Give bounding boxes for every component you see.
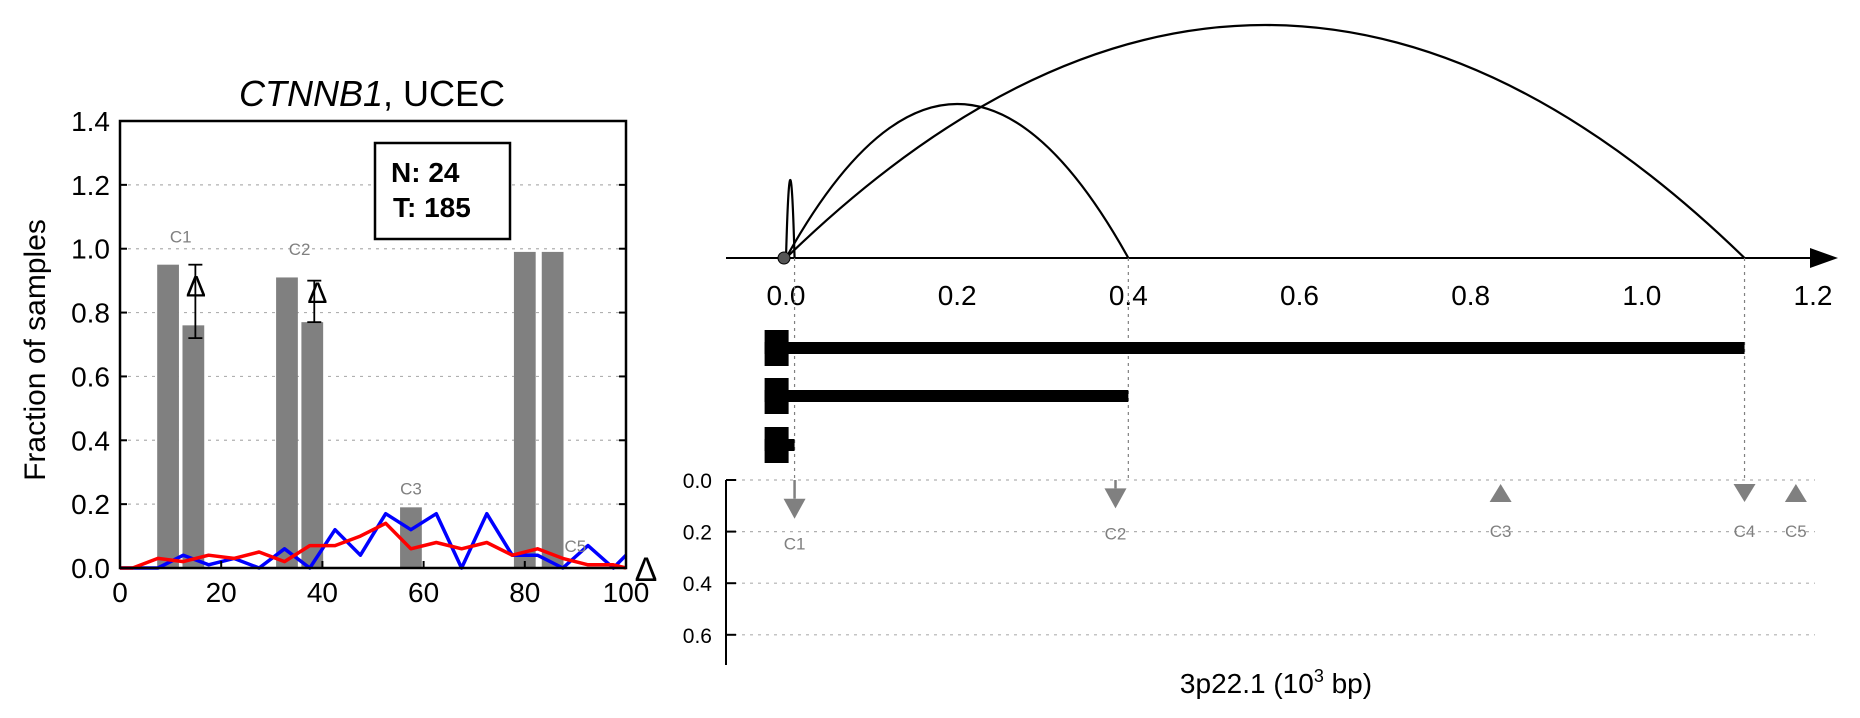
delta-y-tick-label: 0.2: [683, 522, 712, 545]
x-tick-label: 0: [112, 577, 128, 608]
marker-triangle-down: [1104, 488, 1127, 509]
x-tick-label: 60: [408, 577, 439, 608]
left-error-bars: [188, 263, 322, 340]
delta-y-tick-label: 0.0: [683, 470, 712, 493]
xlabel-main: 3p22.1 (10: [1180, 668, 1314, 699]
cluster-label: C3: [400, 480, 422, 499]
left-x-ticks: 0 20 40 60 80 100: [112, 561, 649, 608]
genome-x-ticks: 0.0 0.2 0.4 0.6 0.8 1.0 1.2: [767, 280, 1833, 311]
genome-x-tick-label: 0.2: [938, 280, 977, 311]
tumor-series-line: [120, 521, 627, 570]
marker-label: C3: [1490, 522, 1512, 541]
marker-triangle-up: [1784, 484, 1807, 502]
y-tick-label: 0.0: [71, 553, 110, 584]
delta-y-tick-label: 0.4: [683, 573, 713, 596]
left-cluster-labels: C1 C2 C3 C5: [170, 227, 586, 556]
bar: [400, 507, 422, 568]
transcript-body: [764, 390, 1129, 402]
left-panel: CTNNB1, UCEC Fraction of samples C1C2C3C…: [19, 73, 657, 608]
genome-axis-arrowhead: [1810, 248, 1838, 268]
bar: [541, 251, 564, 568]
delta-markers: C1 C2 C3 C4 C5: [783, 480, 1807, 554]
delta-marker: Δ: [307, 277, 327, 310]
genome-x-tick-label: 0.0: [767, 280, 806, 311]
arc: [785, 103, 1130, 259]
genome-x-tick-label: 0.6: [1280, 280, 1319, 311]
arcs: [784, 24, 1746, 259]
left-chart-title: CTNNB1, UCEC: [239, 73, 505, 114]
y-tick-label: 1.2: [71, 170, 110, 201]
bar: [276, 277, 298, 568]
bar: [182, 325, 205, 568]
tumor-count: T: 185: [393, 192, 471, 223]
y-tick-label: 1.4: [71, 106, 110, 137]
transcript-body: [764, 342, 1745, 354]
y-tick-label: 0.4: [71, 425, 110, 456]
left-plot-frame: [118, 119, 628, 570]
marker-label: C4: [1734, 522, 1756, 541]
left-bars: [157, 251, 564, 568]
arc: [785, 24, 1746, 259]
x-tick-label: 20: [206, 577, 237, 608]
delta-marker: Δ: [186, 271, 206, 304]
y-tick-label: 0.6: [71, 361, 110, 392]
marker-triangle-up: [1489, 484, 1512, 502]
xlabel-end: bp): [1324, 668, 1372, 699]
y-tick-label: 1.0: [71, 234, 110, 265]
transcripts: [764, 330, 1745, 463]
counts-box: N: 24 T: 185: [373, 141, 512, 241]
marker-triangle-down: [783, 498, 806, 519]
genome-x-tick-label: 1.2: [1794, 280, 1833, 311]
x-tick-label: 80: [509, 577, 540, 608]
bar: [513, 251, 536, 568]
marker-triangle-down: [1733, 484, 1756, 502]
x-tick-label: 40: [307, 577, 338, 608]
delta-y-ticks: 0.0 0.2 0.4 0.6: [683, 470, 736, 648]
origin-point: [777, 251, 791, 265]
x-tick-label: 100: [603, 577, 650, 608]
cluster-label: C2: [289, 240, 311, 259]
y-tick-label: 0.2: [71, 489, 110, 520]
bar: [157, 264, 179, 568]
delta-axis-symbol: Δ: [635, 551, 658, 589]
title-rest: , UCEC: [383, 73, 505, 114]
genome-x-axis-label: 3p22.1 (103 bp): [1180, 666, 1372, 699]
left-series-lines: [120, 511, 628, 570]
y-axis-label: Fraction of samples: [19, 219, 52, 481]
genome-x-tick-label: 0.8: [1451, 280, 1490, 311]
genome-x-tick-label: 1.0: [1622, 280, 1661, 311]
bar: [301, 322, 324, 568]
left-y-ticks: 0.0 0.2 0.4 0.6 0.8 1.0 1.2 1.4: [71, 106, 626, 584]
normal-count: N: 24: [391, 157, 460, 188]
delta-gridlines: [726, 479, 1815, 636]
transcript-body: [764, 439, 795, 451]
marker-label: C1: [784, 535, 806, 554]
delta-y-tick-label: 0.6: [683, 625, 712, 648]
cluster-label: C1: [170, 227, 192, 246]
arc: [784, 179, 796, 259]
marker-label: C2: [1105, 524, 1127, 543]
cluster-label: C5: [565, 537, 587, 556]
y-tick-label: 0.8: [71, 298, 110, 329]
marker-label: C5: [1785, 522, 1807, 541]
xlabel-sup: 3: [1314, 666, 1324, 686]
title-gene: CTNNB1: [239, 73, 383, 114]
